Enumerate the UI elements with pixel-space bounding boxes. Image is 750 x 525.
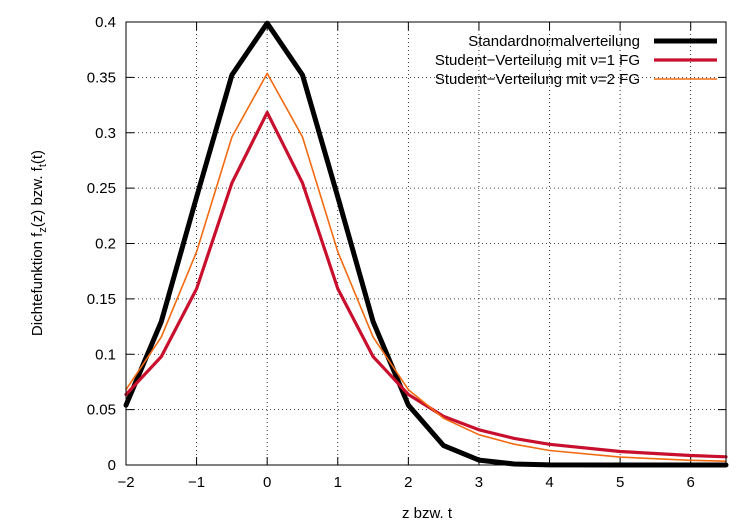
y-axis-ticks: 0 0.05 0.1 0.15 0.2 0.25 0.3 0.35 0.4 bbox=[87, 14, 726, 474]
x-tick-label: −1 bbox=[188, 474, 205, 491]
y-tick-label: 0.2 bbox=[95, 236, 116, 253]
series-line bbox=[124, 110, 728, 459]
y-tick-label: 0.25 bbox=[87, 180, 116, 197]
x-tick-label: 4 bbox=[545, 474, 553, 491]
legend-label: Student−Verteilung mit ν=2 FG bbox=[435, 71, 640, 88]
x-tick-label: 1 bbox=[334, 474, 342, 491]
x-tick-label: 5 bbox=[616, 474, 624, 491]
series-line bbox=[125, 72, 727, 462]
x-tick-label: 6 bbox=[687, 474, 695, 491]
x-tick-label: −2 bbox=[117, 474, 134, 491]
y-tick-label: 0.1 bbox=[95, 346, 116, 363]
y-tick-label: 0.05 bbox=[87, 402, 116, 419]
y-tick-label: 0.3 bbox=[95, 125, 116, 142]
grid bbox=[126, 22, 726, 465]
legend-label: Student−Verteilung mit ν=1 FG bbox=[435, 52, 640, 69]
x-tick-label: 3 bbox=[475, 474, 483, 491]
y-tick-label: 0.15 bbox=[87, 291, 116, 308]
plot-frame bbox=[125, 21, 727, 466]
y-tick-label: 0.35 bbox=[87, 69, 116, 86]
y-tick-label: 0 bbox=[108, 457, 116, 474]
x-axis-label: z bzw. t bbox=[402, 505, 453, 522]
y-tick-label: 0.4 bbox=[95, 14, 116, 31]
legend: Standardnormalverteilung Student−Verteilu… bbox=[435, 33, 717, 88]
legend-label: Standardnormalverteilung bbox=[468, 33, 640, 50]
curves bbox=[123, 20, 729, 468]
x-tick-label: 2 bbox=[404, 474, 412, 491]
series-line bbox=[123, 20, 729, 468]
x-tick-label: 0 bbox=[263, 474, 271, 491]
y-axis-label: Dichtefunktion fz(z) bzw. ft(t) bbox=[29, 150, 49, 336]
x-axis-ticks: −2 −1 0 1 2 3 4 5 6 bbox=[117, 22, 695, 491]
